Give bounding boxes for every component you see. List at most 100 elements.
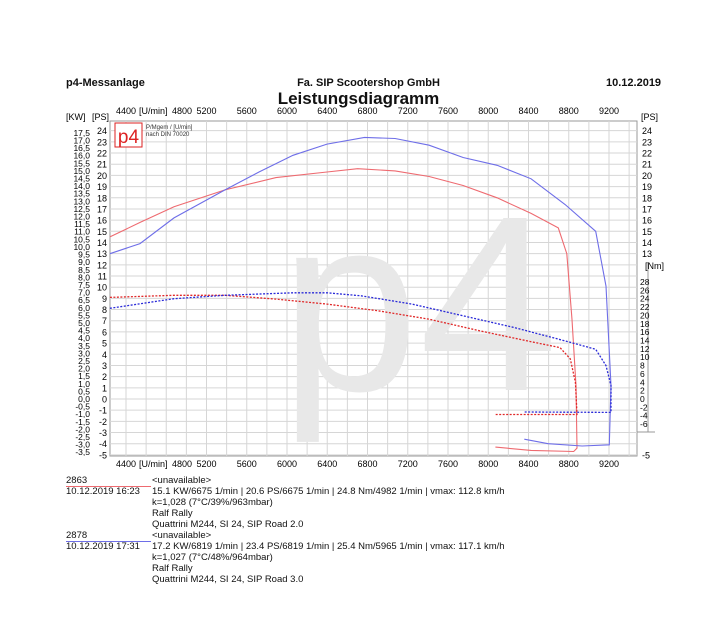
nm-tick-label: 12 xyxy=(640,344,650,354)
nm-axis-label: [Nm] xyxy=(645,261,664,271)
nm-tick-label: 4 xyxy=(640,377,645,387)
x-tick-label-top: 5200 xyxy=(196,106,216,116)
ps-tick-label-left: 23 xyxy=(97,137,107,147)
ps-tick-label-left: 13 xyxy=(97,249,107,259)
ps-tick-label-right: 17 xyxy=(642,204,652,214)
app-name: p4-Messanlage xyxy=(66,77,145,89)
ps-tick-label-left: 5 xyxy=(102,339,107,349)
torque-curve-2863 xyxy=(109,294,578,416)
ps-tick-label-left: 20 xyxy=(97,171,107,181)
torque-curve-2878 xyxy=(109,292,612,414)
x-tick-label-bottom: 8000 xyxy=(478,459,498,469)
run-color-line xyxy=(66,541,151,542)
ps-tick-label-left: 17 xyxy=(97,204,107,214)
ps-tick-label-right: 19 xyxy=(642,182,652,192)
ps-tick-label-left: 21 xyxy=(97,160,107,170)
ps-tick-label-left: -2 xyxy=(99,417,107,427)
ps-tick-label-left: 7 xyxy=(102,316,107,326)
nm-tick-label: 28 xyxy=(640,277,650,287)
run-id: 2878 xyxy=(66,530,88,541)
kw-tick-label: -1,0 xyxy=(75,409,90,419)
run-datetime: 10.12.2019 16:23 xyxy=(66,486,140,497)
kw-tick-label: -0,5 xyxy=(75,402,90,412)
ps-tick-label-right: 15 xyxy=(642,227,652,237)
x-tick-label-top: 6000 xyxy=(277,106,297,116)
ps-tick-label-left: -5 xyxy=(99,450,107,460)
ps-tick-label-left: -1 xyxy=(99,406,107,416)
ps-tick-label-left: 15 xyxy=(97,227,107,237)
x-tick-label-top: 6400 xyxy=(317,106,337,116)
kw-tick-label: 5,5 xyxy=(78,310,90,320)
kw-tick-label: 17,0 xyxy=(73,136,90,146)
chart-title: Leistungsdiagramm xyxy=(277,89,440,108)
ps-tick-label-left: 0 xyxy=(102,395,107,405)
nm-tick-label: 0 xyxy=(640,394,645,404)
kw-tick-label: 10,5 xyxy=(73,234,90,244)
nm-tick-label: 6 xyxy=(640,369,645,379)
kw-tick-label: 6,0 xyxy=(78,303,90,313)
ps-tick-label-right: 23 xyxy=(642,137,652,147)
kw-tick-label: 7,0 xyxy=(78,288,90,298)
kw-tick-label: 11,0 xyxy=(74,227,90,237)
kw-tick-label: 15,5 xyxy=(73,158,90,168)
run-rider: Ralf Rally xyxy=(152,563,193,574)
x-tick-label-bottom: 5200 xyxy=(196,459,216,469)
ps-tick-label-left: 4 xyxy=(102,350,107,360)
x-tick-label-top: 8000 xyxy=(478,106,498,116)
kw-tick-label: -1,5 xyxy=(75,417,90,427)
logo: p4 P/Mgem / [U/min] nach DIN 70020 xyxy=(114,122,193,148)
kw-tick-label: 0,0 xyxy=(78,394,90,404)
report-date: 10.12.2019 xyxy=(606,77,662,89)
kw-tick-label: 2,5 xyxy=(78,356,90,366)
run-summary: 17.2 KW/6819 1/min | 23.4 PS/6819 1/min … xyxy=(152,541,505,552)
logo-caption-2: nach DIN 70020 xyxy=(146,132,190,138)
x-tick-label-top: 7600 xyxy=(438,106,458,116)
x-axis-label-top: [U/min] xyxy=(139,106,168,116)
grid xyxy=(109,120,638,457)
x-tick-label-bottom: 6400 xyxy=(317,459,337,469)
x-tick-label-bottom: 8800 xyxy=(559,459,579,469)
ps-axis-label-right: [PS] xyxy=(641,112,658,122)
ps-tick-label-left: 16 xyxy=(97,216,107,226)
ps-tick-label-right: 22 xyxy=(642,149,652,159)
x-tick-label-top: 4800 xyxy=(172,106,192,116)
ps-tick-label-left: 24 xyxy=(97,126,107,136)
nm-tick-label: 20 xyxy=(640,310,650,320)
plot-area xyxy=(109,120,638,457)
kw-tick-label: 9,5 xyxy=(78,250,90,260)
ps-tick-label-right: 21 xyxy=(642,160,652,170)
kw-tick-label: 2,0 xyxy=(78,364,90,374)
kw-tick-label: 12,0 xyxy=(73,212,90,222)
kw-tick-label: -2,5 xyxy=(75,432,90,442)
kw-tick-label: 10,0 xyxy=(73,242,90,252)
ps-tick-label-right: 18 xyxy=(642,193,652,203)
ps-tick-label-left: 10 xyxy=(97,283,107,293)
kw-axis-label: [KW] xyxy=(66,112,86,122)
x-tick-label-top: 9200 xyxy=(599,106,619,116)
ps-tick-label-left: 3 xyxy=(102,361,107,371)
kw-tick-label: 3,0 xyxy=(78,348,90,358)
ps-tick-label-right: 16 xyxy=(642,216,652,226)
x-tick-label-bottom: 4800 xyxy=(172,459,192,469)
kw-tick-label: 16,5 xyxy=(73,143,90,153)
run-rider: Ralf Rally xyxy=(152,508,193,519)
kw-tick-label: 9,0 xyxy=(78,257,90,267)
nm-tick-label: 8 xyxy=(640,361,645,371)
ps-tick-label-right: 24 xyxy=(642,126,652,136)
kw-tick-label: 13,5 xyxy=(73,189,90,199)
axes: 4400440048004800520052005600560060006000… xyxy=(66,106,664,469)
ps-axis-label-left: [PS] xyxy=(92,112,109,122)
run-correction: k=1,028 (7°C/39%/963mbar) xyxy=(152,497,273,508)
run-setup: Quattrini M244, SI 24, SIP Road 2.0 xyxy=(152,519,304,530)
power-curve-2863 xyxy=(109,168,578,453)
ps-tick-label-right: 20 xyxy=(642,171,652,181)
x-tick-label-bottom: 7600 xyxy=(438,459,458,469)
x-tick-label-bottom: 4400 xyxy=(116,459,136,469)
x-tick-label-top: 8800 xyxy=(559,106,579,116)
ps-tick-label-left: -3 xyxy=(99,428,107,438)
x-axis-label-bottom: [U/min] xyxy=(139,459,168,469)
nm-tick-label: 18 xyxy=(640,319,650,329)
ps-tick-label-left: 19 xyxy=(97,182,107,192)
ps-tick-label-left: 11 xyxy=(98,272,107,282)
ps-tick-label-left: 18 xyxy=(97,193,107,203)
